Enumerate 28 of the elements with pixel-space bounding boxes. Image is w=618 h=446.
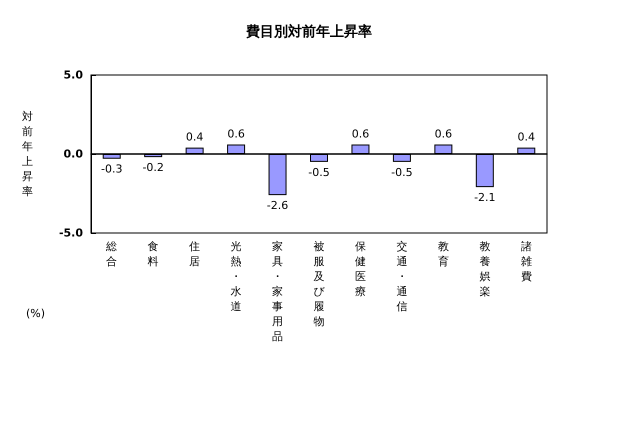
data-label: 0.6 — [227, 128, 245, 141]
x-tick-label: 諸雑費 — [520, 240, 532, 283]
x-tick-label: 保健医療 — [354, 240, 366, 298]
y-axis-title: 対前年上昇率 — [22, 110, 33, 198]
chart-title: 費目別対前年上昇率 — [245, 23, 372, 40]
y-tick-label: 5.0 — [64, 68, 84, 82]
x-tick-label: 光熱・水道 — [230, 240, 242, 313]
data-label: 0.6 — [352, 128, 370, 141]
x-tick-label: 教育 — [438, 240, 449, 268]
y-tick-label: -5.0 — [58, 226, 84, 240]
data-label: -2.6 — [266, 199, 288, 212]
x-tick-label: 被服及び履物 — [314, 240, 326, 328]
data-label: -0.5 — [308, 166, 330, 179]
data-label: -0.2 — [142, 161, 164, 174]
data-label: -0.3 — [100, 162, 122, 176]
y-tick-label: 0.0 — [64, 148, 84, 160]
data-label: -2.1 — [474, 191, 496, 204]
data-label: 0.4 — [518, 130, 536, 144]
x-tick-label: 総合 — [105, 240, 118, 268]
x-tick-label: 住居 — [189, 240, 200, 268]
data-label: 0.4 — [186, 130, 204, 144]
text: (%) — [26, 307, 46, 320]
data-label: -0.5 — [391, 166, 413, 179]
x-tick-label: 食料 — [148, 240, 159, 268]
x-tick-label: 教養娯楽 — [479, 240, 490, 298]
data-label: 0.6 — [434, 128, 452, 141]
x-tick-label: 家具・家事用品 — [272, 240, 284, 343]
x-tick-label: 交通・通信 — [396, 240, 408, 313]
